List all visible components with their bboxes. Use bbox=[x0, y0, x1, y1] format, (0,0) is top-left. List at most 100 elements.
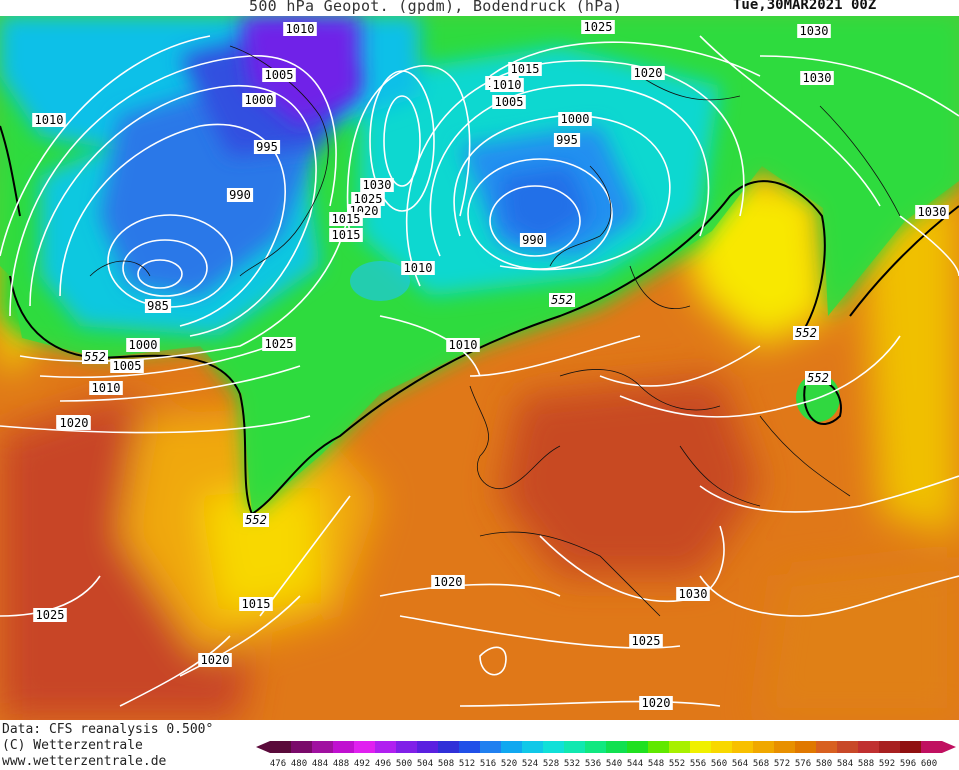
colorbar-tick-label: 516 bbox=[480, 759, 496, 769]
isobar-label: 1015 bbox=[508, 62, 542, 76]
svg-text:1025: 1025 bbox=[584, 20, 613, 34]
colorbar-swatch bbox=[417, 741, 438, 753]
svg-text:1025: 1025 bbox=[265, 337, 294, 351]
colorbar-tick-label: 488 bbox=[333, 759, 349, 769]
colorbar-swatch bbox=[774, 741, 795, 753]
svg-text:1005: 1005 bbox=[495, 95, 524, 109]
colorbar-swatch bbox=[270, 741, 291, 753]
colorbar-swatch bbox=[921, 741, 942, 753]
svg-text:1020: 1020 bbox=[60, 416, 89, 430]
geopotential-field bbox=[0, 16, 959, 720]
isobar-label: 1010 bbox=[490, 78, 524, 92]
colorbar-swatch bbox=[858, 741, 879, 753]
colorbar-swatch bbox=[585, 741, 606, 753]
geopotential-label: 552 bbox=[82, 350, 108, 364]
colorbar-tick-label: 600 bbox=[921, 759, 937, 769]
svg-text:1015: 1015 bbox=[242, 597, 271, 611]
colorbar-tick-label: 592 bbox=[879, 759, 895, 769]
isobar-label: 985 bbox=[144, 299, 172, 313]
colorbar-swatch bbox=[501, 741, 522, 753]
isobar-label: 995 bbox=[553, 133, 581, 147]
colorbar-tick-label: 520 bbox=[501, 759, 517, 769]
isobar-label: 1015 bbox=[329, 212, 363, 226]
coastlines bbox=[89, 45, 901, 617]
svg-text:990: 990 bbox=[229, 188, 251, 202]
isobar-label: 1005 bbox=[262, 68, 296, 82]
weather-map: 1010 1005 1000 995 990 985 1000 1005 1010 1020 101… bbox=[0, 16, 959, 720]
colorbar-tick-label: 536 bbox=[585, 759, 601, 769]
copyright-text: (C) Wetterzentrale bbox=[2, 738, 143, 753]
isobar-label: 1020 bbox=[57, 416, 91, 430]
colorbar-tick-label: 596 bbox=[900, 759, 916, 769]
colorbar-tick-label: 576 bbox=[795, 759, 811, 769]
colorbar-swatch bbox=[522, 741, 543, 753]
svg-text:1020: 1020 bbox=[201, 653, 230, 667]
svg-text:1015: 1015 bbox=[511, 62, 540, 76]
colorbar-tick-label: 540 bbox=[606, 759, 622, 769]
isobar-label: 1000 bbox=[242, 93, 276, 107]
colorbar-swatch bbox=[543, 741, 564, 753]
isobar-label: 1020 bbox=[431, 575, 465, 589]
geopotential-label: 552 bbox=[243, 513, 269, 527]
isobar-label: 1030 bbox=[797, 24, 831, 38]
colorbar-swatch bbox=[312, 741, 333, 753]
colorbar-tick-label: 492 bbox=[354, 759, 370, 769]
isobar-label: 1020 bbox=[631, 66, 665, 80]
geopotential-labels: 552 552 552 552 552 bbox=[82, 293, 831, 527]
svg-text:1010: 1010 bbox=[92, 381, 121, 395]
svg-text:1020: 1020 bbox=[434, 575, 463, 589]
svg-text:985: 985 bbox=[147, 299, 169, 313]
svg-text:1025: 1025 bbox=[354, 192, 383, 206]
svg-text:990: 990 bbox=[522, 233, 544, 247]
colorbar-swatch bbox=[648, 741, 669, 753]
colorbar-swatch bbox=[480, 741, 501, 753]
geopotential-label: 552 bbox=[549, 293, 575, 307]
colorbar-tick-label: 580 bbox=[816, 759, 832, 769]
colorbar-swatch bbox=[732, 741, 753, 753]
svg-text:1005: 1005 bbox=[265, 68, 294, 82]
isobar-label: 1005 bbox=[492, 95, 526, 109]
colorbar-swatch bbox=[837, 741, 858, 753]
colorbar-tick-label: 528 bbox=[543, 759, 559, 769]
isobar-label: 1025 bbox=[33, 608, 67, 622]
svg-text:1010: 1010 bbox=[449, 338, 478, 352]
isobar-label: 990 bbox=[226, 188, 254, 202]
svg-text:1010: 1010 bbox=[404, 261, 433, 275]
colorbar-swatch bbox=[438, 741, 459, 753]
svg-text:552: 552 bbox=[84, 350, 106, 364]
isobar-label: 1010 bbox=[401, 261, 435, 275]
isobar-label: 1030 bbox=[360, 178, 394, 192]
colorbar-tick-label: 480 bbox=[291, 759, 307, 769]
isobar-label: 1010 bbox=[32, 113, 66, 127]
isobar-label: 1030 bbox=[915, 205, 949, 219]
colorbar-tick-label: 584 bbox=[837, 759, 853, 769]
colorbar-tick-label: 564 bbox=[732, 759, 748, 769]
data-source-text: Data: CFS reanalysis 0.500° bbox=[2, 722, 214, 737]
colorbar-tick-label: 496 bbox=[375, 759, 391, 769]
svg-text:1020: 1020 bbox=[634, 66, 663, 80]
colorbar-swatch bbox=[900, 741, 921, 753]
colorbar-tick-label: 532 bbox=[564, 759, 580, 769]
colorbar-swatch bbox=[291, 741, 312, 753]
colorbar-legend: 476 480 484 488 492 496 500 504 508 512 516 520 524 5… bbox=[256, 741, 956, 769]
isobar-label: 1010 bbox=[89, 381, 123, 395]
isobar-label: 1005 bbox=[110, 359, 144, 373]
colorbar-swatch bbox=[753, 741, 774, 753]
website-link[interactable]: www.wetterzentrale.de bbox=[2, 754, 167, 769]
svg-text:552: 552 bbox=[795, 326, 817, 340]
colorbar-tick-label: 548 bbox=[648, 759, 664, 769]
colorbar-tick-label: 572 bbox=[774, 759, 790, 769]
colorbar-max-arrow bbox=[942, 741, 956, 753]
colorbar-swatch bbox=[711, 741, 732, 753]
colorbar-tick-label: 556 bbox=[690, 759, 706, 769]
header: 500 hPa Geopot. (gpdm), Bodendruck (hPa)… bbox=[0, 0, 959, 16]
colorbar-tick-label: 484 bbox=[312, 759, 328, 769]
svg-text:995: 995 bbox=[256, 140, 278, 154]
svg-text:552: 552 bbox=[245, 513, 267, 527]
isobar-label: 1015 bbox=[239, 597, 273, 611]
isobar-label: 1025 bbox=[262, 337, 296, 351]
isobar-label: 1010 bbox=[446, 338, 480, 352]
svg-text:1000: 1000 bbox=[245, 93, 274, 107]
colorbar-tick-label: 504 bbox=[417, 759, 433, 769]
colorbar-tick-label: 476 bbox=[270, 759, 286, 769]
